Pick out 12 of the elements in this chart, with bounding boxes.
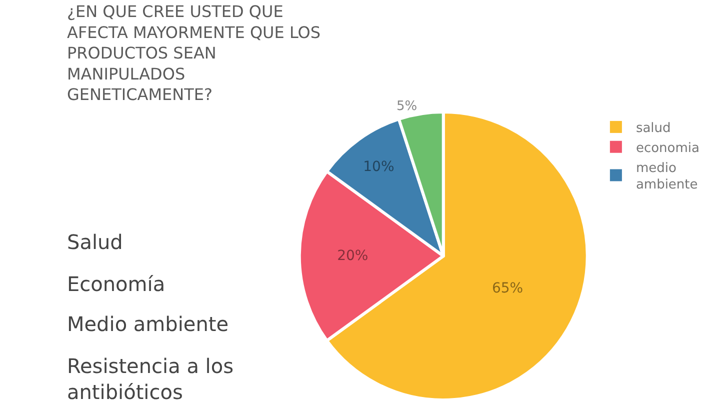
- legend-label: medio ambiente: [636, 160, 698, 193]
- legend-label: salud: [636, 121, 671, 136]
- text: Medio ambiente: [67, 312, 229, 336]
- text: Resistencia a los antibióticos: [67, 354, 234, 404]
- legend-label: economia: [636, 140, 700, 156]
- data-label: 20%: [337, 248, 368, 264]
- data-label: 10%: [363, 159, 394, 176]
- data-label: 5%: [396, 98, 418, 114]
- data-label: 65%: [492, 280, 524, 297]
- text: Salud: [67, 230, 123, 254]
- text: Economía: [67, 272, 166, 296]
- chart-title: ¿EN QUE CREE USTED QUE AFECTA MAYORMENTE QUE LOS PRODUCTOS SEAN MANIPULADOS GENETICAMENTE?: [67, 2, 321, 104]
